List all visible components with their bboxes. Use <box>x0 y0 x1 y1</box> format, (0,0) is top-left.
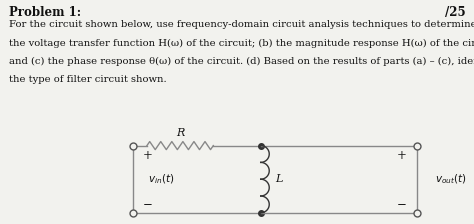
Text: −: − <box>397 197 407 210</box>
Text: $v_{in}(t)$: $v_{in}(t)$ <box>148 172 174 186</box>
Text: the type of filter circuit shown.: the type of filter circuit shown. <box>9 75 166 84</box>
Text: +: + <box>143 149 153 162</box>
Text: /25: /25 <box>445 6 465 19</box>
Text: and (c) the phase response θ(ω) of the circuit. (d) Based on the results of part: and (c) the phase response θ(ω) of the c… <box>9 57 474 66</box>
Text: −: − <box>143 197 153 210</box>
Text: L: L <box>275 174 283 184</box>
Text: $v_{out}(t)$: $v_{out}(t)$ <box>436 172 467 186</box>
Text: R: R <box>176 128 184 138</box>
Text: +: + <box>397 149 407 162</box>
Text: For the circuit shown below, use frequency-domain circuit analysis techniques to: For the circuit shown below, use frequen… <box>9 20 474 29</box>
Text: Problem 1:: Problem 1: <box>9 6 81 19</box>
Text: the voltage transfer function H(ω) of the circuit; (b) the magnitude response H(: the voltage transfer function H(ω) of th… <box>9 39 474 48</box>
